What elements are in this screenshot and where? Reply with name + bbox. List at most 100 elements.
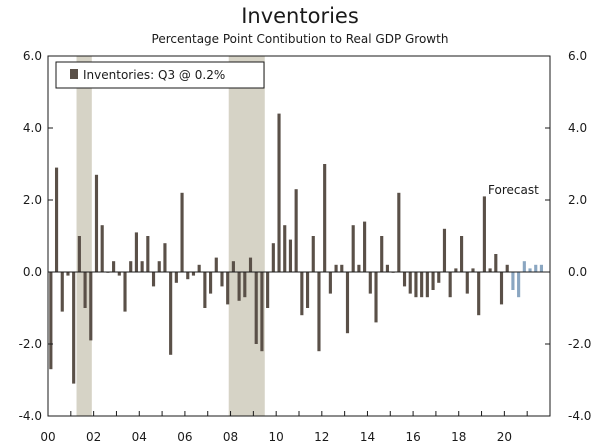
bar: [380, 236, 384, 272]
bar: [363, 221, 367, 272]
axes: [47, 55, 551, 417]
bar: [140, 261, 144, 272]
bar: [83, 272, 87, 308]
x-tick-label: 04: [132, 430, 147, 444]
bar: [494, 254, 498, 272]
bar: [311, 236, 315, 272]
x-tick-label: 12: [314, 430, 329, 444]
bar: [454, 268, 458, 272]
bar: [226, 272, 230, 305]
y-tick-label-right: 4.0: [568, 121, 587, 135]
bar: [317, 272, 321, 352]
x-tick-label: 10: [269, 430, 284, 444]
y-tick-label-right: 6.0: [568, 49, 587, 63]
bar: [368, 272, 372, 294]
bar: [203, 272, 207, 308]
bar: [340, 264, 344, 272]
x-tick-label: 14: [360, 430, 375, 444]
y-tick-label-right: -2.0: [568, 337, 591, 351]
bar: [402, 272, 407, 287]
bar: [488, 268, 492, 272]
bar: [277, 113, 281, 272]
bar: [442, 228, 447, 272]
y-tick-label-left: 4.0: [23, 121, 42, 135]
forecast-bar: [517, 272, 521, 298]
bar: [157, 261, 161, 272]
y-tick-label-left: -4.0: [19, 409, 42, 423]
y-tick-label-left: -2.0: [19, 337, 42, 351]
bar: [112, 261, 116, 272]
bar: [129, 261, 133, 272]
bar: [482, 196, 486, 272]
recession-band: [228, 56, 265, 416]
bar: [351, 225, 355, 272]
bar: [214, 257, 218, 272]
bar: [420, 272, 424, 298]
x-tick-label: 20: [497, 430, 512, 444]
bar: [94, 174, 99, 272]
bar: [505, 264, 509, 272]
bar: [334, 264, 338, 272]
legend-swatch: [70, 69, 78, 79]
y-tick-label-right: 2.0: [568, 193, 587, 207]
plot-frame: [47, 55, 551, 417]
bar: [499, 272, 504, 305]
bar: [186, 272, 190, 280]
bar: [72, 272, 76, 384]
bar: [425, 272, 429, 298]
bar: [448, 272, 452, 298]
bar: [345, 272, 350, 334]
bar: [305, 272, 310, 308]
bar: [414, 272, 418, 298]
bar: [231, 261, 235, 272]
bar: [49, 272, 53, 370]
bars: [49, 113, 544, 384]
y-tick-label-left: 6.0: [23, 49, 42, 63]
bar: [151, 272, 156, 287]
bar: [134, 232, 138, 272]
x-tick-label: 00: [40, 430, 55, 444]
chart-title: Inventories: [241, 4, 359, 28]
x-tick-label: 18: [451, 430, 466, 444]
bar: [328, 272, 332, 294]
bar: [294, 189, 298, 272]
bar: [471, 268, 475, 272]
bar: [89, 272, 93, 341]
bar: [100, 225, 104, 272]
bar: [283, 225, 287, 272]
y-tick-label-left: 0.0: [23, 265, 42, 279]
bar: [288, 239, 293, 272]
bar: [248, 257, 253, 272]
recession-band: [76, 56, 92, 416]
bar: [243, 272, 247, 298]
x-tick-label: 02: [86, 430, 101, 444]
bar: [385, 264, 389, 272]
bar: [397, 192, 401, 272]
bar: [465, 272, 469, 294]
bar: [180, 192, 184, 272]
legend-box: [55, 61, 265, 89]
bar: [66, 272, 70, 276]
forecast-bar: [539, 264, 544, 272]
bar: [117, 272, 121, 276]
bar: [374, 272, 378, 323]
bar: [271, 243, 275, 272]
bar: [146, 236, 150, 272]
recession-shading: [76, 56, 265, 416]
bar: [431, 272, 435, 290]
forecast-bar: [511, 272, 515, 290]
bar: [60, 272, 64, 312]
bar: [54, 167, 59, 272]
bar: [123, 272, 127, 312]
bar: [169, 272, 173, 355]
bar: [254, 272, 258, 344]
bar: [460, 236, 464, 272]
bar: [266, 272, 270, 308]
x-tick-label: 06: [177, 430, 192, 444]
bar: [220, 272, 224, 287]
bar: [260, 272, 264, 352]
ticks: -4.0 -4.0 -2.0 -2.0 0.0 0.0 2.0 2.0 4.0 4.0 6.0 6.0…: [19, 49, 592, 444]
y-tick-label-right: -4.0: [568, 409, 591, 423]
forecast-bar: [522, 261, 526, 272]
